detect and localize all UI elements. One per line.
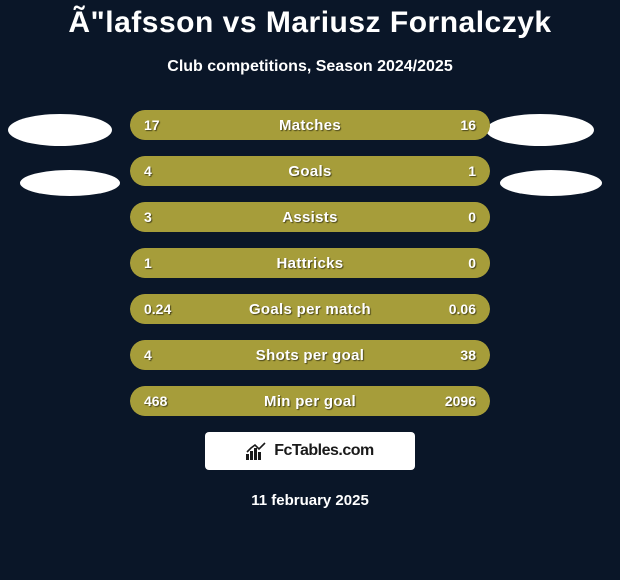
stat-row: 438Shots per goal [130, 340, 490, 370]
stat-row: 1716Matches [130, 110, 490, 140]
stat-row: 30Assists [130, 202, 490, 232]
brand-text: FcTables.com [274, 442, 374, 460]
stat-label: Shots per goal [130, 340, 490, 370]
comparison-chart: 1716Matches 41Goals 30Assists 10Hattricks 0.… [0, 110, 620, 416]
brand-badge[interactable]: FcTables.com [205, 432, 415, 470]
stat-label: Matches [130, 110, 490, 140]
stat-label: Goals [130, 156, 490, 186]
page-title: Ã"lafsson vs Mariusz Fornalczyk [0, 0, 620, 40]
stat-row: 10Hattricks [130, 248, 490, 278]
snapshot-date: 11 february 2025 [0, 492, 620, 509]
stat-row: 0.240.06Goals per match [130, 294, 490, 324]
player1-badge-bottom [20, 170, 120, 196]
stat-label: Assists [130, 202, 490, 232]
stat-label: Goals per match [130, 294, 490, 324]
player2-badge-bottom [500, 170, 602, 196]
player1-badge-top [8, 114, 112, 146]
stat-label: Hattricks [130, 248, 490, 278]
stat-row: 41Goals [130, 156, 490, 186]
stat-label: Min per goal [130, 386, 490, 416]
chart-icon [246, 442, 268, 460]
player2-badge-top [486, 114, 594, 146]
stat-row: 4682096Min per goal [130, 386, 490, 416]
subtitle: Club competitions, Season 2024/2025 [0, 58, 620, 76]
